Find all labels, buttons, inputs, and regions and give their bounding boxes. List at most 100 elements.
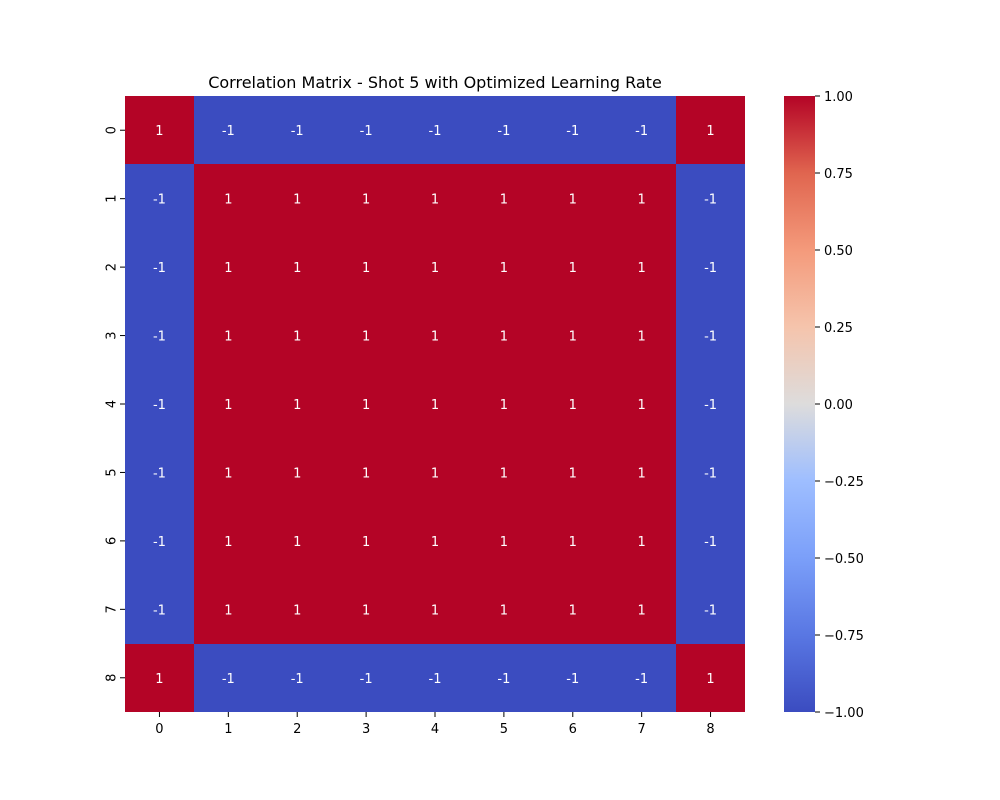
cell-value-label: -1 <box>153 330 166 345</box>
cell-value-label: 1 <box>362 466 370 481</box>
heatmap-cell <box>676 370 745 438</box>
heatmap-cell <box>469 233 538 301</box>
x-tick-label: 2 <box>293 722 301 737</box>
heatmap-cell <box>538 96 607 164</box>
cell-value-label: 1 <box>569 330 577 345</box>
heatmap-cell <box>401 575 469 644</box>
heatmap-cell <box>607 507 676 575</box>
y-tick-label: 2 <box>105 263 120 271</box>
cell-value-label: 1 <box>638 398 646 413</box>
cell-value-label: 1 <box>224 535 232 550</box>
heatmap-cell <box>607 438 676 507</box>
heatmap-cell <box>263 301 332 370</box>
heatmap-cell <box>676 644 745 712</box>
heatmap-cell <box>676 438 745 507</box>
colorbar-tick-label: −0.25 <box>824 475 864 490</box>
heatmap-cell <box>469 644 538 712</box>
heatmap-cell <box>469 96 538 164</box>
heatmap-cell <box>194 301 263 370</box>
cell-value-label: 1 <box>500 261 508 276</box>
heatmap-cell <box>469 575 538 644</box>
colorbar-tick-label: −1.00 <box>824 706 864 721</box>
cell-value-label: 1 <box>638 193 646 208</box>
cell-value-label: 1 <box>362 398 370 413</box>
cell-value-label: 1 <box>431 603 439 618</box>
heatmap-cell <box>125 96 194 164</box>
heatmap-cell <box>469 164 538 233</box>
cell-value-label: 1 <box>155 124 163 139</box>
colorbar-tick-label: 1.00 <box>824 90 853 105</box>
cell-value-label: -1 <box>153 193 166 208</box>
heatmap-cell <box>607 233 676 301</box>
heatmap-cell <box>676 575 745 644</box>
heatmap-cell <box>263 96 332 164</box>
heatmap-cell <box>538 507 607 575</box>
heatmap-cell <box>469 301 538 370</box>
cell-value-label: -1 <box>635 124 648 139</box>
cell-value-label: -1 <box>704 330 717 345</box>
heatmap-cell <box>125 507 194 575</box>
heatmap-cell <box>194 644 263 712</box>
heatmap-cell-labels: 1 -1 -1 -1 -1 -1 -1 -1 1 -1 1 1 1 1 1 1 1 -1 -1 1 1 1 1 1 1 1 -1 -1… <box>153 124 717 687</box>
heatmap-cell <box>401 233 469 301</box>
cell-value-label: 1 <box>569 398 577 413</box>
cell-value-label: 1 <box>362 193 370 208</box>
heatmap-cell <box>125 370 194 438</box>
heatmap-cell <box>332 301 401 370</box>
heatmap-cell <box>401 644 469 712</box>
cell-value-label: -1 <box>635 672 648 687</box>
x-tick-label: 1 <box>224 722 232 737</box>
cell-value-label: -1 <box>153 398 166 413</box>
cell-value-label: -1 <box>497 124 510 139</box>
cell-value-label: 1 <box>638 261 646 276</box>
heatmap-cell <box>332 164 401 233</box>
cell-value-label: -1 <box>153 261 166 276</box>
heatmap-cell <box>125 575 194 644</box>
heatmap-cell <box>401 507 469 575</box>
heatmap-cell <box>676 96 745 164</box>
cell-value-label: -1 <box>704 535 717 550</box>
cell-value-label: 1 <box>569 535 577 550</box>
heatmap-cell <box>607 370 676 438</box>
heatmap-cell <box>194 370 263 438</box>
y-tick-label: 0 <box>105 126 120 134</box>
cell-value-label: 1 <box>638 603 646 618</box>
heatmap-cell <box>332 507 401 575</box>
cell-value-label: 1 <box>569 261 577 276</box>
cell-value-label: 1 <box>638 535 646 550</box>
heatmap-cell <box>332 370 401 438</box>
heatmap-cell <box>194 575 263 644</box>
cell-value-label: -1 <box>566 672 579 687</box>
cell-value-label: -1 <box>704 193 717 208</box>
cell-value-label: -1 <box>222 672 235 687</box>
x-tick-label: 0 <box>155 722 163 737</box>
heatmap-cell <box>469 370 538 438</box>
cell-value-label: 1 <box>362 330 370 345</box>
heatmap-cell <box>263 575 332 644</box>
cell-value-label: 1 <box>155 672 163 687</box>
heatmap-cell <box>194 507 263 575</box>
heatmap-cells <box>125 96 745 712</box>
heatmap-cell <box>538 644 607 712</box>
heatmap-cell <box>676 164 745 233</box>
cell-value-label: 1 <box>362 603 370 618</box>
heatmap-cell <box>469 438 538 507</box>
heatmap-cell <box>538 233 607 301</box>
heatmap-cell <box>676 507 745 575</box>
cell-value-label: -1 <box>360 124 373 139</box>
heatmap-cell <box>263 164 332 233</box>
cell-value-label: 1 <box>224 330 232 345</box>
colorbar <box>784 96 815 712</box>
cell-value-label: 1 <box>569 193 577 208</box>
cell-value-label: -1 <box>704 603 717 618</box>
cell-value-label: 1 <box>500 330 508 345</box>
heatmap-cell <box>263 438 332 507</box>
cell-value-label: -1 <box>153 466 166 481</box>
y-tick-label: 1 <box>105 195 120 203</box>
cell-value-label: 1 <box>569 603 577 618</box>
x-tick-label: 5 <box>500 722 508 737</box>
heatmap-cell <box>263 370 332 438</box>
heatmap-cell <box>263 644 332 712</box>
x-tick-label: 4 <box>431 722 439 737</box>
heatmap-cell <box>125 438 194 507</box>
